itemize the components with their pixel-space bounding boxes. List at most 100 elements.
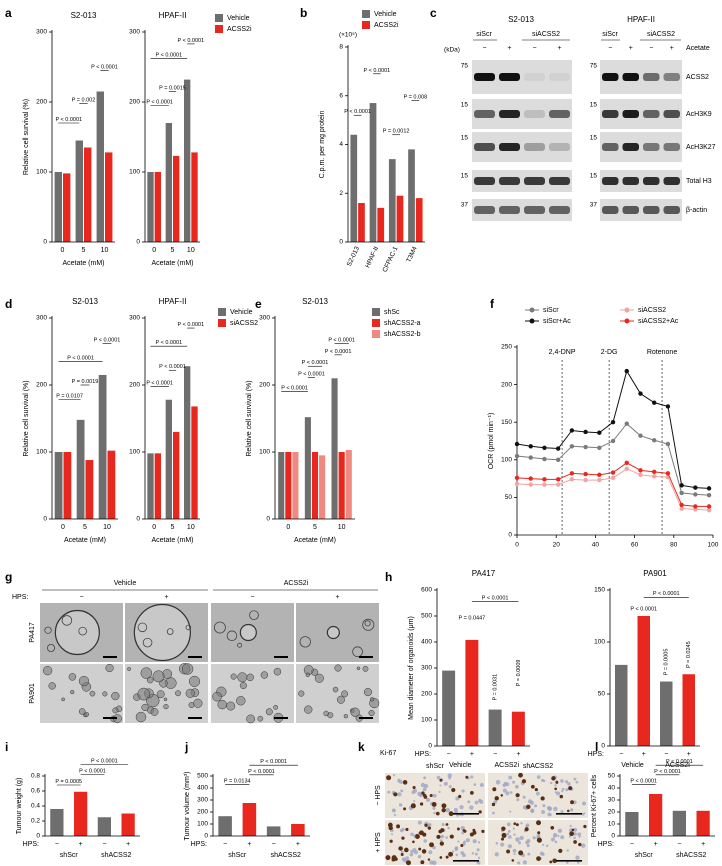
nucleus: [397, 792, 402, 797]
bar: [84, 147, 92, 242]
ki67-nucleus: [559, 794, 564, 799]
ki67-nucleus: [551, 776, 556, 781]
blot-band: [622, 143, 639, 151]
nucleus: [432, 860, 437, 866]
x-row-label: HPS:: [191, 841, 207, 848]
bar: [649, 794, 663, 836]
nucleus: [500, 842, 505, 847]
cell-line: HPAF-II: [627, 15, 655, 24]
chart-title: S2-013: [302, 297, 328, 306]
row-label: PA901: [29, 683, 36, 704]
y-tick-label: 100: [421, 717, 432, 724]
y-tick-label: 300: [197, 797, 208, 804]
ihc-column: shACSS2: [523, 763, 553, 770]
x-tick-label: +: [296, 841, 300, 848]
y-tick-label: 300: [36, 29, 47, 36]
treatment-label: ACSS2i: [284, 580, 309, 587]
nucleus: [509, 810, 512, 813]
nucleus: [471, 852, 475, 855]
nucleus: [565, 787, 569, 792]
nucleus: [392, 774, 396, 777]
ki67-nucleus: [536, 820, 542, 826]
blot-band: [549, 177, 570, 185]
bar: [76, 419, 85, 519]
p-value: P < 0.0001: [91, 64, 118, 70]
ki67-nucleus: [500, 837, 505, 841]
bar: [74, 791, 88, 836]
blot-band: [524, 73, 545, 81]
ki67-nucleus: [518, 772, 523, 778]
bar: [488, 709, 502, 746]
group-label: shACSS2: [676, 852, 706, 859]
nucleus: [568, 835, 572, 838]
legend-label: ACSS2i: [374, 22, 399, 29]
x-tick-label: 5: [171, 524, 175, 531]
bar: [63, 173, 71, 242]
ki67-nucleus: [583, 824, 587, 829]
bar: [98, 374, 107, 519]
bar: [50, 809, 64, 836]
bar: [350, 134, 358, 242]
bar: [396, 195, 404, 242]
panel-label: k: [358, 740, 365, 754]
organoid: [304, 705, 313, 714]
point: [624, 460, 629, 466]
y-tick-label: 200: [129, 382, 140, 389]
legend-swatch: [215, 14, 223, 22]
scale-bar: [556, 860, 582, 862]
band-label: Total H3: [686, 178, 712, 185]
y-tick-label: 0: [136, 239, 140, 246]
nucleus: [581, 801, 586, 806]
nucleus: [495, 779, 501, 785]
kda-label: 15: [461, 135, 469, 142]
nucleus: [547, 806, 553, 811]
band-label: AcH3K27: [686, 144, 716, 151]
blot-band: [524, 206, 545, 214]
y-tick-label: 0.4: [31, 803, 40, 810]
point: [583, 471, 588, 477]
y-tick-label: 0: [266, 516, 270, 523]
y-tick-label: 0: [136, 516, 140, 523]
organoid: [105, 663, 114, 673]
ki67-nucleus: [385, 855, 391, 861]
ki67-nucleus: [420, 860, 425, 865]
bar: [154, 453, 161, 519]
ki67-nucleus: [445, 855, 449, 859]
point: [679, 490, 684, 496]
ki67-nucleus: [462, 829, 466, 832]
y-tick-label: 200: [36, 382, 47, 389]
legend-label: siScr: [543, 307, 559, 314]
organoid: [127, 667, 131, 671]
p-value: P < 0.0001: [344, 109, 371, 115]
ki67-nucleus: [421, 791, 425, 795]
point: [610, 470, 616, 475]
point: [528, 482, 533, 487]
organoid: [135, 711, 147, 723]
nucleus: [570, 808, 574, 812]
nucleus: [554, 791, 557, 794]
nucleus: [461, 789, 465, 793]
chart-title: HPAF-II: [159, 297, 187, 306]
hps-sign: −: [79, 594, 83, 601]
point: [555, 482, 561, 487]
legend-label: siACSS2: [638, 307, 666, 314]
ki67-nucleus: [441, 807, 446, 813]
y-tick-label: 500: [421, 613, 432, 620]
legend-label: Vehicle: [230, 309, 253, 316]
x-tick-label: −: [102, 841, 106, 848]
injection-label: Rotenone: [647, 349, 677, 356]
ki67-nucleus: [427, 858, 431, 861]
ki67-nucleus: [501, 832, 507, 838]
acetate-sign: −: [482, 45, 486, 52]
ki67-nucleus: [566, 809, 570, 813]
nucleus: [443, 781, 448, 786]
organoid: [305, 672, 310, 678]
ki67-nucleus: [400, 853, 404, 856]
legend-swatch: [218, 319, 226, 327]
p-value: P < 0.0001: [630, 606, 657, 612]
x-tick-label: +: [516, 751, 520, 758]
point: [542, 482, 547, 487]
nucleus: [512, 848, 517, 853]
organoid: [226, 630, 238, 642]
nucleus: [448, 776, 452, 780]
